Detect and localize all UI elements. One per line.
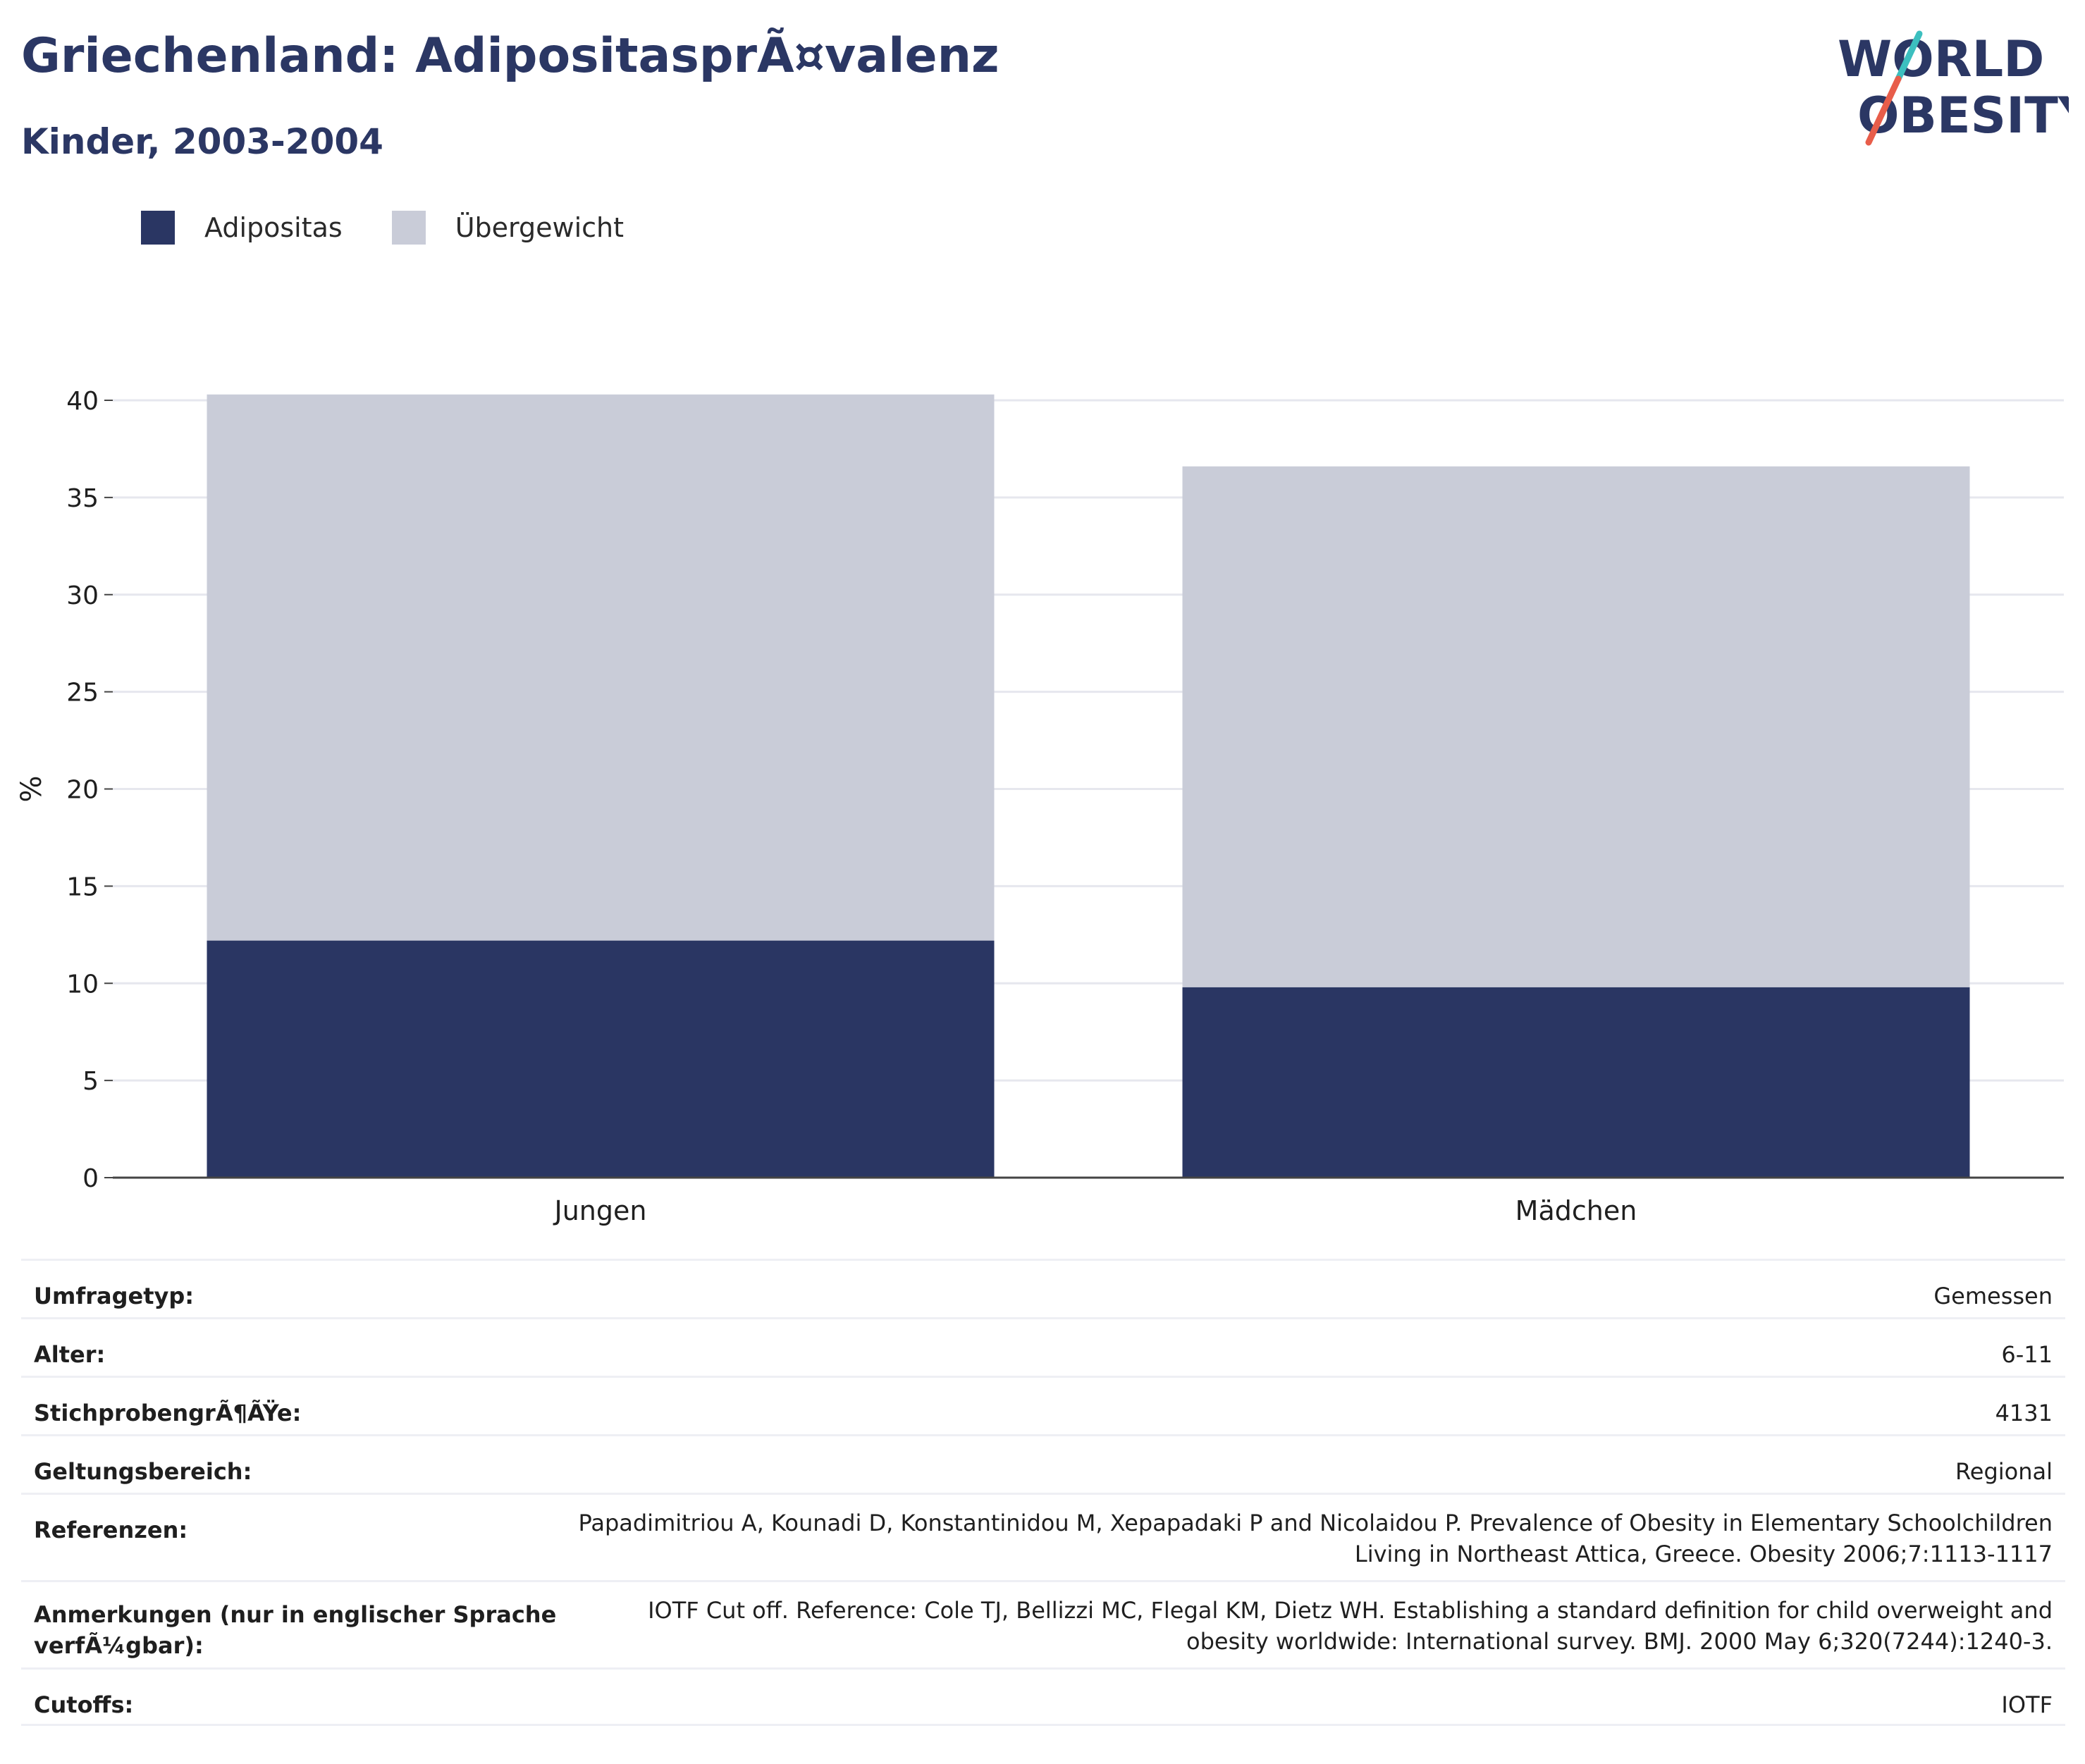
x-tick-label: Jungen [553, 1195, 647, 1226]
legend-swatch-adipositas [141, 211, 175, 245]
axes: 0 5 10 15 20 25 30 35 40 Jungen Mädchen% [16, 387, 2064, 1226]
metadata-label: Geltungsbereich: [34, 1458, 252, 1485]
metadata-value: IOTF [2001, 1691, 2053, 1718]
y-axis-label: % [16, 775, 48, 802]
legend-item-adipositas[interactable]: Adipositas [141, 211, 343, 245]
legend: Adipositas Übergewicht [141, 208, 673, 247]
bar-uebergewicht-0[interactable] [207, 394, 995, 941]
y-tick-label: 5 [82, 1067, 99, 1096]
chart-subtitle: Kinder, 2003-2004 [21, 121, 383, 162]
bar-uebergewicht-1[interactable] [1182, 466, 1970, 987]
metadata-label: Cutoffs: [34, 1691, 134, 1718]
svg-text:WORLD: WORLD [1838, 30, 2044, 88]
metadata-value: 6-11 [2001, 1341, 2053, 1368]
y-tick-label: 15 [66, 872, 99, 901]
world-obesity-logo: WORLD OBESITY [1838, 30, 2069, 146]
bar-adipositas-0[interactable] [207, 940, 995, 1178]
chart-title: Griechenland: AdipositasprÃ¤valenz [21, 28, 1000, 84]
metadata-row: Alter: 6-11 [21, 1317, 2065, 1376]
legend-item-uebergewicht[interactable]: Übergewicht [391, 211, 624, 245]
stacked-bar-chart: 0 5 10 15 20 25 30 35 40 Jungen Mädchen% [16, 387, 2064, 1226]
metadata-row: Umfragetyp: Gemessen [21, 1259, 2065, 1317]
bar-adipositas-1[interactable] [1182, 987, 1970, 1178]
metadata-value: Regional [1955, 1458, 2053, 1485]
metadata-label: StichprobengrÃ¶ÃŸe: [34, 1400, 302, 1426]
legend-label-adipositas: Adipositas [204, 212, 343, 243]
y-tick-label: 30 [66, 581, 99, 610]
metadata-label: Anmerkungen (nur in englischer Sprache v… [34, 1601, 557, 1659]
metadata-row: Anmerkungen (nur in englischer Sprache v… [21, 1580, 2065, 1667]
metadata-row: Referenzen: Papadimitriou A, Kounadi D, K… [21, 1493, 2065, 1580]
metadata-value: Gemessen [1933, 1283, 2053, 1309]
bars [207, 394, 1970, 1178]
y-tick-label: 35 [66, 484, 99, 513]
metadata-value: IOTF Cut off. Reference: Cole TJ, Belliz… [648, 1597, 2053, 1655]
legend-swatch-uebergewicht [391, 211, 426, 245]
y-tick-label: 10 [66, 970, 99, 999]
y-tick-label: 20 [66, 776, 99, 805]
metadata-value: 4131 [1995, 1400, 2053, 1426]
legend-label-uebergewicht: Übergewicht [455, 212, 624, 243]
metadata-row: StichprobengrÃ¶ÃŸe: 4131 [21, 1376, 2065, 1434]
y-tick-label: 40 [66, 387, 99, 416]
metadata-label: Umfragetyp: [34, 1283, 195, 1309]
metadata-label: Alter: [34, 1341, 106, 1368]
metadata-row: Cutoffs: IOTF [21, 1667, 2065, 1726]
metadata-value: Papadimitriou A, Kounadi D, Konstantinid… [578, 1510, 2053, 1567]
y-tick-label: 0 [82, 1164, 99, 1193]
metadata-row: Geltungsbereich: Regional [21, 1434, 2065, 1493]
y-tick-label: 25 [66, 679, 99, 708]
x-tick-label: Mädchen [1515, 1195, 1637, 1226]
metadata-table: Umfragetyp: Gemessen Alter: 6-11 Stichproben… [21, 1259, 2065, 1726]
metadata-label: Referenzen: [34, 1517, 188, 1543]
